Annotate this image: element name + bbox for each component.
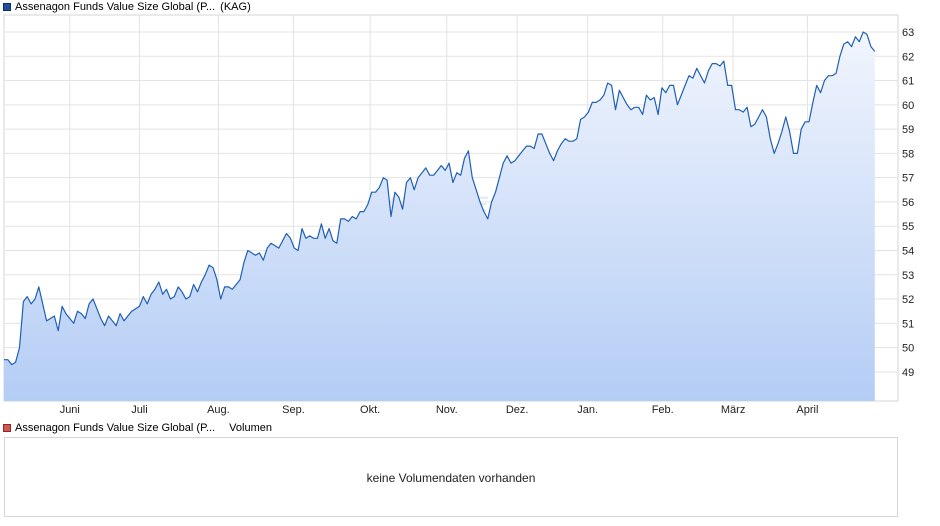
- price-legend-swatch: [3, 3, 11, 11]
- price-legend-name: Assenagon Funds Value Size Global (P...: [15, 1, 216, 13]
- x-tick-label: Okt.: [360, 404, 380, 416]
- price-area: [4, 32, 875, 401]
- x-tick-label: Dez.: [506, 404, 529, 416]
- volume-legend-name: Assenagon Funds Value Size Global (P...: [15, 422, 216, 434]
- y-tick-label: 52: [902, 294, 914, 306]
- y-tick-label: 58: [902, 148, 914, 160]
- x-tick-label: Sep.: [282, 404, 305, 416]
- volume-legend: Assenagon Funds Value Size Global (P... …: [3, 421, 272, 435]
- y-tick-label: 59: [902, 124, 914, 136]
- y-tick-label: 57: [902, 173, 914, 185]
- price-legend: Assenagon Funds Value Size Global (P... …: [3, 0, 251, 14]
- y-tick-label: 56: [902, 197, 914, 209]
- x-tick-label: Nov.: [436, 404, 458, 416]
- y-tick-label: 53: [902, 270, 914, 282]
- x-tick-label: Juli: [131, 404, 148, 416]
- price-chart: ARIVA.DE 495051525354555657585960616263 …: [3, 14, 914, 416]
- y-tick-label: 55: [902, 221, 914, 233]
- volume-panel: keine Volumendaten vorhanden: [4, 437, 898, 517]
- price-line: [4, 31, 876, 366]
- y-tick-label: 54: [902, 245, 914, 257]
- y-tick-label: 62: [902, 51, 914, 63]
- price-legend-tag: (KAG): [220, 1, 251, 13]
- y-tick-label: 50: [902, 343, 914, 355]
- x-tick-label: Feb.: [652, 404, 674, 416]
- y-axis: 49 50 51 52 53 54 55 56 57 58 59 60 61 62 63: [902, 27, 914, 379]
- x-tick-label: Juni: [60, 404, 80, 416]
- y-tick-label: 49: [902, 367, 914, 379]
- y-tick-label: 63: [902, 27, 914, 39]
- y-tick-label: 61: [902, 76, 914, 88]
- volume-legend-swatch: [3, 424, 11, 432]
- y-tick-label: 51: [902, 318, 914, 330]
- no-volume-message: keine Volumendaten vorhanden: [366, 471, 536, 485]
- x-tick-label: Aug.: [207, 404, 230, 416]
- x-axis: Juni Juli Aug. Sep. Okt. Nov. Dez. Jan. Feb. März…: [60, 404, 819, 416]
- x-tick-label: April: [796, 404, 818, 416]
- volume-legend-tag: Volumen: [229, 422, 272, 434]
- y-tick-label: 60: [902, 100, 914, 112]
- x-tick-label: Jan.: [577, 404, 598, 416]
- x-tick-label: März: [721, 404, 745, 416]
